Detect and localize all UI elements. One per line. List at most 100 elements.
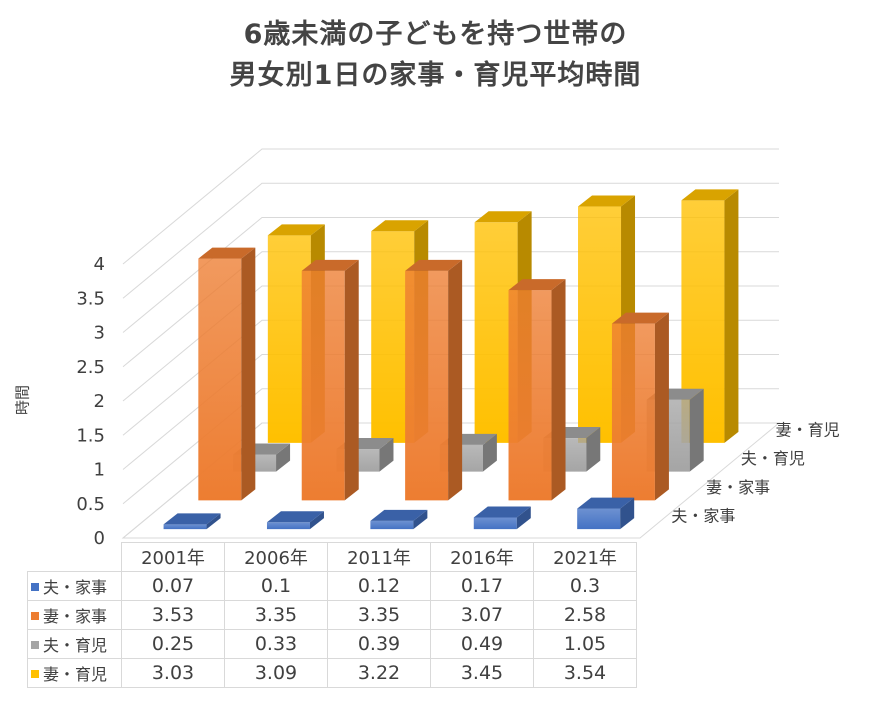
- table-cell: 0.33: [224, 629, 328, 659]
- table-cell: 0.07: [121, 571, 225, 601]
- y-tick-label: 1: [94, 460, 105, 481]
- bar: [577, 497, 635, 530]
- bar-top: [681, 189, 739, 201]
- series-name: 夫・家事: [43, 578, 108, 597]
- y-tick-label: 0.5: [76, 494, 105, 515]
- bar-front: [611, 323, 655, 501]
- series-name: 妻・家事: [43, 607, 108, 626]
- bar-front: [301, 270, 345, 501]
- bar-side: [206, 513, 221, 530]
- table-col-header: 2016年: [430, 542, 534, 572]
- bar-front: [370, 520, 414, 530]
- bar-front: [266, 522, 310, 530]
- legend-swatch-icon: [31, 582, 39, 591]
- bar-top: [266, 511, 324, 523]
- table-row-header: 夫・育児: [27, 629, 122, 659]
- table-cell: 0.49: [430, 629, 534, 659]
- bar-top: [370, 509, 428, 521]
- bar-side: [276, 443, 291, 472]
- depth-axis-label: 夫・家事: [671, 507, 735, 526]
- y-tick-label: 1.5: [76, 425, 105, 446]
- bar-side: [689, 388, 704, 472]
- bar: [473, 506, 531, 530]
- gridline: [122, 148, 779, 265]
- bar: [266, 511, 324, 530]
- bar-side: [516, 506, 531, 530]
- table-cell: 3.53: [121, 600, 225, 630]
- bar-top: [301, 259, 359, 271]
- table-cell: 3.09: [224, 658, 328, 688]
- y-tick-label: 0: [94, 528, 105, 549]
- bar-side: [241, 247, 256, 501]
- bar-side: [344, 259, 359, 501]
- table-col-header: 2006年: [224, 542, 328, 572]
- depth-axis-label: 夫・育児: [741, 449, 805, 468]
- table-col-header: 2011年: [327, 542, 431, 572]
- bar-top: [267, 224, 325, 236]
- bar-side: [724, 189, 739, 443]
- bar-top: [473, 506, 531, 518]
- table-cell: 3.35: [224, 600, 328, 630]
- bar-front: [163, 524, 207, 530]
- bars: [163, 189, 739, 530]
- bar: [405, 259, 463, 501]
- bar-side: [309, 511, 324, 530]
- bar-top: [474, 211, 532, 223]
- table-cell: 3.35: [327, 600, 431, 630]
- table-row: 妻・家事 3.53 3.35 3.35 3.07 2.58: [27, 600, 637, 630]
- legend-swatch-icon: [31, 640, 39, 649]
- bar-top: [371, 220, 429, 232]
- bar: [611, 312, 669, 501]
- bar-side: [413, 509, 428, 530]
- bar-front: [577, 508, 621, 530]
- bar-side: [586, 427, 601, 472]
- table-cell: 0.39: [327, 629, 431, 659]
- table-cell: 3.45: [430, 658, 534, 688]
- table-cell: 0.1: [224, 571, 328, 601]
- table-cell: 0.17: [430, 571, 534, 601]
- bar-side: [620, 497, 635, 530]
- bar-side: [551, 279, 566, 501]
- bar-front: [405, 270, 449, 501]
- bar-front: [198, 258, 242, 501]
- table-col-header: 2001年: [121, 542, 225, 572]
- bar: [163, 513, 221, 530]
- table-cell: 2.58: [533, 600, 637, 630]
- depth-axis-labels: 夫・家事 妻・家事 夫・育児 妻・育児: [671, 420, 839, 525]
- depth-axis-label: 妻・家事: [706, 478, 770, 497]
- bar-side: [448, 259, 463, 501]
- legend-swatch-icon: [31, 611, 39, 620]
- y-tick-label: 3: [94, 323, 105, 344]
- table-row: 妻・育児 3.03 3.09 3.22 3.45 3.54: [27, 658, 637, 688]
- bar: [198, 247, 256, 501]
- depth-axis-label: 妻・育児: [776, 420, 840, 439]
- bar-top: [405, 259, 463, 271]
- chart-title-line-2: 男女別1日の家事・育児平均時間: [229, 60, 642, 91]
- table-cell: 3.03: [121, 658, 225, 688]
- table-cell: 1.05: [533, 629, 637, 659]
- table-row: 夫・育児 0.25 0.33 0.39 0.49 1.05: [27, 629, 637, 659]
- table-cell: 3.54: [533, 658, 637, 688]
- bar-top: [577, 497, 635, 509]
- table-cell: 0.3: [533, 571, 637, 601]
- bar-top: [508, 279, 566, 291]
- bar-top: [163, 513, 221, 525]
- table-header-row: 2001年 2006年 2011年 2016年 2021年: [27, 542, 637, 572]
- bar: [301, 259, 359, 501]
- bar-top: [198, 247, 256, 259]
- bar-front: [508, 290, 552, 501]
- table-col-header: 2021年: [533, 542, 637, 572]
- bar: [370, 509, 428, 530]
- bar-front: [473, 517, 517, 530]
- y-tick-label: 2: [94, 391, 105, 412]
- table-corner: [27, 542, 122, 572]
- legend-swatch-icon: [31, 669, 39, 678]
- table-row-header: 妻・家事: [27, 600, 122, 630]
- y-tick-label: 4: [94, 254, 105, 275]
- series-name: 妻・育児: [43, 665, 108, 684]
- table-cell: 0.12: [327, 571, 431, 601]
- data-table: 2001年 2006年 2011年 2016年 2021年 夫・家事 0.07 …: [27, 542, 637, 688]
- table-row-header: 夫・家事: [27, 571, 122, 601]
- bar: [508, 279, 566, 501]
